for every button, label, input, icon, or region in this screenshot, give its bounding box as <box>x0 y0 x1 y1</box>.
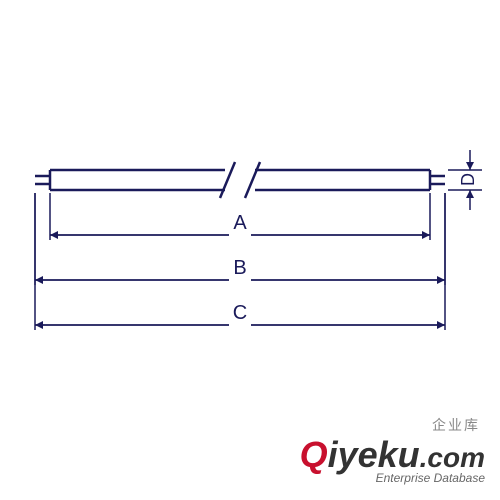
svg-text:C: C <box>233 302 247 324</box>
logo-rest-text: iyeku <box>328 434 420 475</box>
svg-text:A: A <box>233 212 247 234</box>
logo-block: Qiyeku.com Enterprise Database <box>300 437 485 485</box>
svg-text:D: D <box>458 173 478 186</box>
technical-drawing-svg: A B C D <box>0 0 500 500</box>
diagram-container: A B C D 企业库 Qiyeku.com Enterprise Database <box>0 0 500 500</box>
logo-wordmark: Qiyeku.com <box>300 437 485 473</box>
logo-dotcom: .com <box>420 442 485 473</box>
svg-text:B: B <box>233 257 246 279</box>
logo-q-letter: Q <box>300 434 328 475</box>
logo-chinese-label: 企业库 <box>432 415 480 435</box>
